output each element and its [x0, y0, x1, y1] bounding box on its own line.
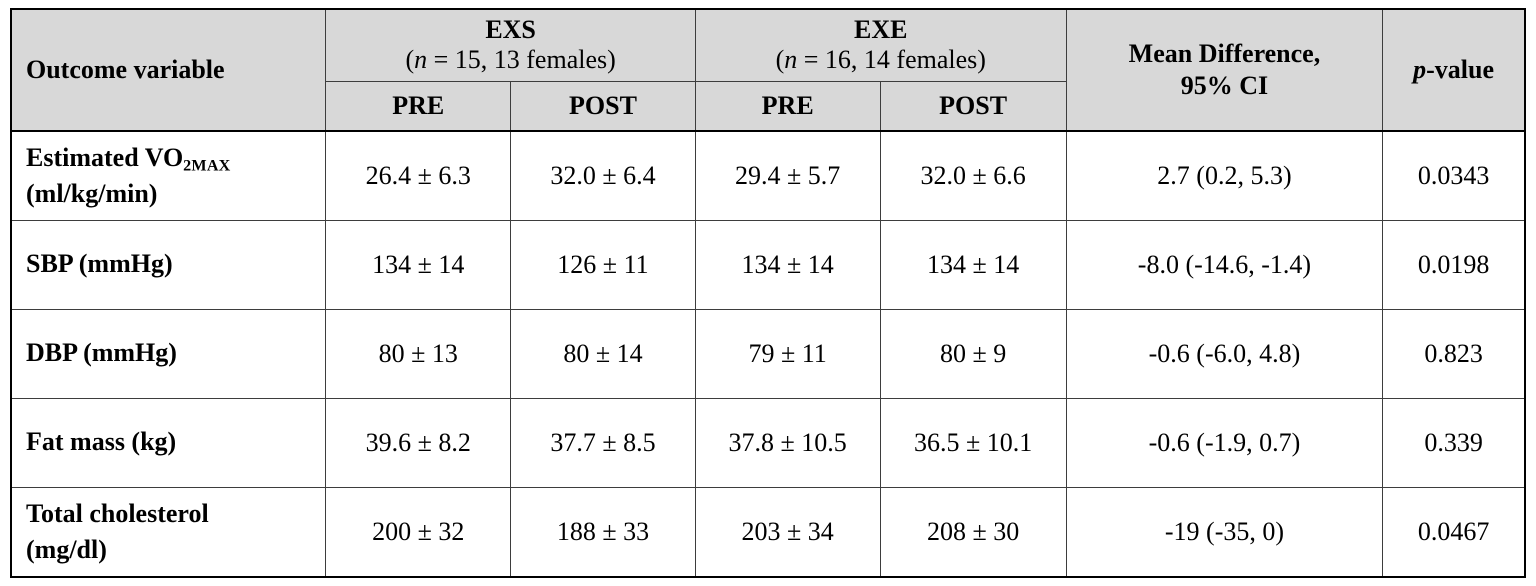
exs-sample-size: (n = 15, 13 females) [405, 45, 616, 75]
row-label-subscript: 2MAX [183, 157, 231, 175]
italic-n: n [414, 45, 428, 75]
table-body: Estimated VO2MAX (ml/kg/min) 26.4 ± 6.3 3… [10, 130, 1526, 578]
exe-group-name: EXE [854, 15, 908, 45]
exs-post-value: 80 ± 14 [510, 308, 696, 400]
p-value: 0.823 [1382, 308, 1526, 400]
mean-difference-value: -0.6 (-1.9, 0.7) [1065, 398, 1384, 489]
exe-post-value: 36.5 ± 10.1 [879, 398, 1067, 489]
mean-difference-value: -0.6 (-6.0, 4.8) [1065, 308, 1384, 400]
exs-post-value: 32.0 ± 6.4 [510, 130, 696, 221]
exe-post-value: 80 ± 9 [879, 308, 1067, 400]
row-label-main: Total cholesterol [26, 499, 209, 528]
header-outcome-variable: Outcome variable [10, 8, 327, 132]
header-exe-pre: PRE [694, 80, 881, 132]
header-exs-post: POST [510, 80, 696, 132]
mean-difference-value: -19 (-35, 0) [1065, 487, 1384, 578]
exe-pre-value: 203 ± 34 [694, 487, 881, 578]
exs-post-value: 126 ± 11 [510, 219, 696, 310]
mean-difference-value: 2.7 (0.2, 5.3) [1065, 130, 1384, 221]
exe-pre-value: 29.4 ± 5.7 [694, 130, 881, 221]
exe-post-value: 134 ± 14 [879, 219, 1067, 310]
italic-p: p [1413, 55, 1427, 84]
header-exs-pre: PRE [325, 80, 512, 132]
exe-post-value: 32.0 ± 6.6 [879, 130, 1067, 221]
row-label-unit: (ml/kg/min) [26, 179, 158, 209]
row-label: Total cholesterol (mg/dl) [10, 487, 327, 578]
exs-pre-value: 80 ± 13 [325, 308, 512, 400]
row-label: DBP (mmHg) [10, 308, 327, 400]
mean-difference-value: -8.0 (-14.6, -1.4) [1065, 219, 1384, 310]
header-group-row: Outcome variable EXS (n = 15, 13 females… [10, 8, 1526, 132]
row-label-main: SBP (mmHg) [26, 248, 173, 278]
row-label-unit: (mg/dl) [26, 535, 107, 565]
exs-group-name: EXS [485, 15, 536, 45]
table-row-vo2max: Estimated VO2MAX (ml/kg/min) 26.4 ± 6.3 3… [10, 130, 1526, 221]
exs-pre-value: 200 ± 32 [325, 487, 512, 578]
row-label: Fat mass (kg) [10, 398, 327, 489]
exs-post-value: 188 ± 33 [510, 487, 696, 578]
table-row-sbp: SBP (mmHg) 134 ± 14 126 ± 11 134 ± 14 13… [10, 219, 1526, 310]
row-label-main: DBP (mmHg) [26, 337, 177, 367]
row-label: SBP (mmHg) [10, 219, 327, 310]
italic-n: n [784, 45, 798, 75]
p-value: 0.0343 [1382, 130, 1526, 221]
header-p-value: p-value [1382, 8, 1526, 132]
row-label-main: Estimated VO [26, 142, 184, 172]
exe-post-value: 208 ± 30 [879, 487, 1067, 578]
header-sub-row: PRE POST PRE POST [11, 80, 1525, 132]
exe-pre-value: 79 ± 11 [694, 308, 881, 400]
exs-post-value: 37.7 ± 8.5 [510, 398, 696, 489]
exe-pre-value: 37.8 ± 10.5 [694, 398, 881, 489]
p-value: 0.0467 [1382, 487, 1526, 578]
header-group-exe: EXE (n = 16, 14 females) [694, 8, 1067, 82]
exs-pre-value: 39.6 ± 8.2 [325, 398, 512, 489]
p-value: 0.0198 [1382, 219, 1526, 310]
table-row-total-cholesterol: Total cholesterol (mg/dl) 200 ± 32 188 ± … [10, 487, 1526, 578]
p-value: 0.339 [1382, 398, 1526, 489]
table-header: Outcome variable EXS (n = 15, 13 females… [10, 8, 1526, 132]
header-group-exs: EXS (n = 15, 13 females) [325, 8, 696, 82]
exe-pre-value: 134 ± 14 [694, 219, 881, 310]
row-label-main: Fat mass (kg) [26, 426, 177, 456]
outcomes-table: Outcome variable EXS (n = 15, 13 females… [10, 8, 1526, 578]
header-exe-post: POST [879, 80, 1067, 132]
row-label: Estimated VO2MAX (ml/kg/min) [10, 130, 327, 221]
table-row-dbp: DBP (mmHg) 80 ± 13 80 ± 14 79 ± 11 80 ± … [10, 308, 1526, 400]
table-row-fat-mass: Fat mass (kg) 39.6 ± 8.2 37.7 ± 8.5 37.8… [10, 398, 1526, 489]
exs-pre-value: 26.4 ± 6.3 [325, 130, 512, 221]
exe-sample-size: (n = 16, 14 females) [775, 45, 986, 75]
header-mean-difference: Mean Difference, 95% CI [1065, 8, 1384, 132]
exs-pre-value: 134 ± 14 [325, 219, 512, 310]
